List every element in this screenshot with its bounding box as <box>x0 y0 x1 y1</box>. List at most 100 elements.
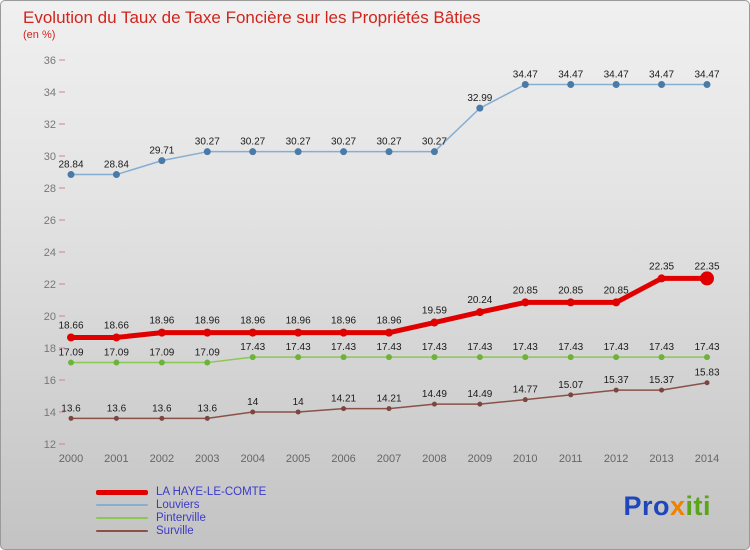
svg-text:30.27: 30.27 <box>422 137 447 148</box>
data-point <box>657 274 666 283</box>
legend-label: Louviers <box>156 499 200 511</box>
svg-text:14: 14 <box>44 407 56 419</box>
svg-text:30.27: 30.27 <box>331 137 356 148</box>
data-point <box>339 328 348 337</box>
svg-text:28: 28 <box>44 183 56 195</box>
legend-swatch <box>96 489 148 495</box>
svg-text:17.43: 17.43 <box>604 342 629 353</box>
data-point <box>113 359 120 366</box>
data-point <box>294 328 303 337</box>
svg-text:34.47: 34.47 <box>558 69 583 80</box>
svg-text:18.66: 18.66 <box>58 320 83 331</box>
svg-text:30.27: 30.27 <box>195 137 220 148</box>
data-point <box>704 354 710 361</box>
svg-text:22.35: 22.35 <box>649 261 674 272</box>
x-tick-label: 2000 <box>59 453 83 465</box>
svg-text:15.07: 15.07 <box>558 380 583 391</box>
svg-text:30.27: 30.27 <box>240 137 265 148</box>
svg-text:28.84: 28.84 <box>104 160 129 171</box>
data-point <box>112 333 121 342</box>
svg-text:22.35: 22.35 <box>694 261 719 272</box>
logo-part: x <box>669 491 686 521</box>
data-point <box>112 171 120 179</box>
y-tick: 32 <box>44 119 65 131</box>
legend-item-LA HAYE-LE-COMTE: LA HAYE-LE-COMTE <box>96 486 266 498</box>
logo-part: iti <box>685 491 711 521</box>
legend-label: Pinterville <box>156 512 206 524</box>
x-tick-label: 2012 <box>604 453 628 465</box>
data-point <box>431 354 438 361</box>
svg-text:36: 36 <box>44 55 56 67</box>
data-point <box>700 271 714 286</box>
data-point <box>159 415 165 421</box>
series-LA HAYE-LE-COMTE <box>67 271 714 342</box>
svg-text:19.59: 19.59 <box>422 306 447 317</box>
data-point <box>157 328 166 337</box>
data-point <box>295 409 301 415</box>
svg-text:12: 12 <box>44 439 56 451</box>
x-tick-label: 2002 <box>150 453 174 465</box>
svg-text:32.99: 32.99 <box>467 93 492 104</box>
y-tick: 16 <box>44 375 65 387</box>
svg-text:17.43: 17.43 <box>558 342 583 353</box>
legend-swatch <box>96 530 148 532</box>
svg-text:34.47: 34.47 <box>649 69 674 80</box>
x-tick-label: 2009 <box>468 453 492 465</box>
data-point <box>521 298 530 307</box>
y-tick: 12 <box>44 439 65 451</box>
svg-text:34.47: 34.47 <box>513 69 538 80</box>
legend: LA HAYE-LE-COMTE Louviers Pinterville Survi… <box>96 486 266 537</box>
data-point <box>522 354 529 361</box>
data-point <box>566 298 575 307</box>
svg-text:17.43: 17.43 <box>649 342 674 353</box>
x-tick-label: 2014 <box>695 453 719 465</box>
svg-text:14.77: 14.77 <box>513 385 538 396</box>
svg-text:13.6: 13.6 <box>61 403 81 414</box>
data-point <box>385 328 393 337</box>
svg-text:15.83: 15.83 <box>694 368 719 379</box>
data-point <box>68 415 74 421</box>
data-point <box>386 354 392 361</box>
data-point <box>476 354 483 361</box>
data-point <box>704 380 710 386</box>
svg-text:30.27: 30.27 <box>376 137 401 148</box>
svg-text:26: 26 <box>44 215 56 227</box>
data-point <box>385 148 393 156</box>
svg-text:32: 32 <box>44 119 56 131</box>
svg-text:16: 16 <box>44 375 56 387</box>
data-point <box>430 148 438 156</box>
svg-text:14.49: 14.49 <box>422 389 447 400</box>
data-point <box>521 80 529 88</box>
legend-item-Surville: Surville <box>96 525 266 537</box>
labels-Surville: 13.6 13.6 13.6 13.6 14 14 14.21 14.21 14.49 14.49… <box>61 368 720 415</box>
data-point <box>658 354 665 361</box>
data-point <box>703 80 711 88</box>
svg-text:13.6: 13.6 <box>198 403 218 414</box>
y-tick: 36 <box>44 55 65 67</box>
svg-text:17.43: 17.43 <box>422 342 447 353</box>
svg-text:14.21: 14.21 <box>331 394 356 405</box>
svg-text:17.09: 17.09 <box>58 348 83 359</box>
chart-title: Evolution du Taux de Taxe Foncière sur l… <box>23 8 481 27</box>
svg-text:20.85: 20.85 <box>558 285 583 296</box>
legend-item-Louviers: Louviers <box>96 499 266 511</box>
svg-text:14: 14 <box>247 397 259 408</box>
data-point <box>659 387 665 393</box>
y-tick: 34 <box>44 87 65 99</box>
svg-text:15.37: 15.37 <box>649 375 674 386</box>
data-point <box>294 148 302 156</box>
svg-text:17.43: 17.43 <box>331 342 356 353</box>
svg-text:28.84: 28.84 <box>58 160 83 171</box>
data-point <box>203 328 212 337</box>
data-point <box>158 359 165 366</box>
svg-text:34: 34 <box>44 87 56 99</box>
svg-text:34.47: 34.47 <box>604 69 629 80</box>
svg-text:18.96: 18.96 <box>240 316 265 327</box>
x-tick-label: 2005 <box>286 453 310 465</box>
data-point <box>612 298 621 307</box>
svg-text:30.27: 30.27 <box>286 137 311 148</box>
legend-label: Surville <box>156 525 194 537</box>
data-point <box>295 354 302 361</box>
y-tick: 28 <box>44 183 65 195</box>
